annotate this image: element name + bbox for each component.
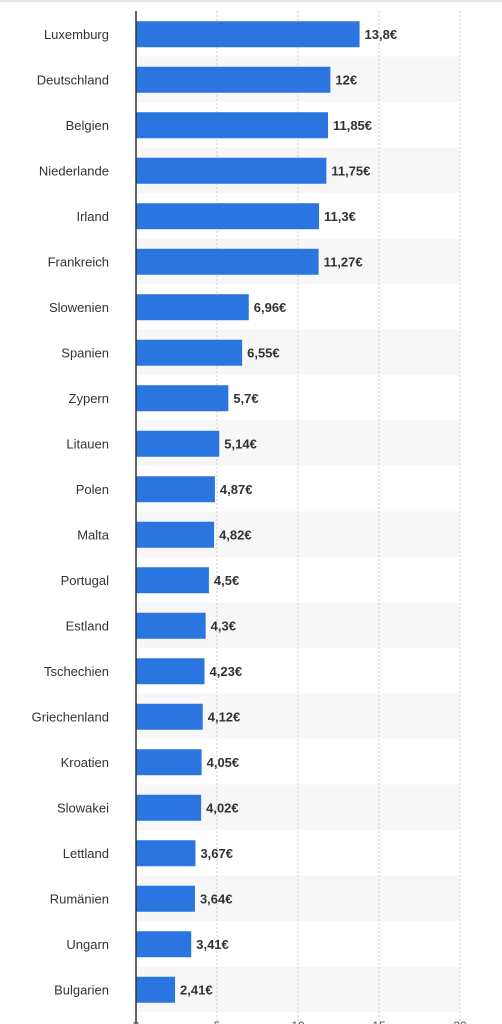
- value-label: 4,23€: [210, 664, 243, 679]
- category-label: Deutschland: [37, 72, 109, 87]
- category-label: Slowenien: [49, 300, 109, 315]
- value-label: 3,41€: [196, 937, 229, 952]
- bar: [136, 749, 202, 776]
- category-label: Niederlande: [39, 163, 109, 178]
- category-label: Kroatien: [61, 755, 109, 770]
- category-label: Portugal: [61, 573, 110, 588]
- bar: [136, 248, 319, 275]
- value-label: 2,41€: [180, 982, 213, 997]
- category-label: Rumänien: [50, 891, 109, 906]
- bar: [136, 430, 220, 457]
- x-tick-label: 0: [133, 1019, 140, 1024]
- bar: [136, 521, 215, 548]
- category-label: Polen: [76, 482, 109, 497]
- bar: [136, 21, 360, 48]
- category-label: Irland: [76, 209, 109, 224]
- category-label: Griechenland: [32, 709, 109, 724]
- category-label: Malta: [77, 527, 110, 542]
- bar: [136, 794, 202, 821]
- value-label: 4,82€: [219, 527, 252, 542]
- category-label: Estland: [66, 618, 109, 633]
- category-label: Zypern: [69, 391, 109, 406]
- value-label: 4,3€: [211, 618, 236, 633]
- value-label: 5,14€: [224, 436, 257, 451]
- bar: [136, 157, 327, 184]
- value-label: 11,75€: [331, 163, 370, 178]
- value-label: 5,7€: [233, 391, 258, 406]
- category-label: Lettland: [63, 846, 109, 861]
- category-label: Ungarn: [66, 937, 109, 952]
- category-label: Slowakei: [57, 800, 109, 815]
- value-label: 11,3€: [324, 209, 356, 224]
- value-label: 4,87€: [220, 482, 253, 497]
- bar: [136, 658, 205, 685]
- bar: [136, 203, 320, 230]
- bar: [136, 612, 206, 639]
- value-label: 4,02€: [206, 800, 239, 815]
- x-tick-label: 5: [214, 1019, 221, 1024]
- value-label: 4,12€: [208, 709, 241, 724]
- category-label: Tschechien: [44, 664, 109, 679]
- bar: [136, 976, 176, 1003]
- bar: [136, 931, 192, 958]
- bar: [136, 66, 331, 93]
- value-label: 12€: [335, 72, 357, 87]
- value-label: 6,55€: [247, 345, 280, 360]
- value-label: 11,85€: [333, 118, 372, 133]
- value-label: 13,8€: [365, 27, 398, 42]
- bar: [136, 385, 229, 412]
- x-tick-label: 15: [372, 1019, 386, 1024]
- value-label: 3,67€: [200, 846, 233, 861]
- category-label: Spanien: [61, 345, 109, 360]
- x-tick-label: 10: [291, 1019, 305, 1024]
- value-label: 3,64€: [200, 891, 233, 906]
- category-label: Belgien: [66, 118, 109, 133]
- value-label: 4,05€: [207, 755, 240, 770]
- value-label: 4,5€: [214, 573, 239, 588]
- bar: [136, 476, 215, 503]
- category-label: Bulgarien: [54, 982, 109, 997]
- bar: [136, 294, 249, 321]
- category-label: Luxemburg: [44, 27, 109, 42]
- bar: [136, 339, 243, 366]
- bar: [136, 112, 328, 139]
- value-label: 6,96€: [254, 300, 287, 315]
- x-tick-label: 20: [453, 1019, 467, 1024]
- category-label: Litauen: [66, 436, 109, 451]
- bar: [136, 885, 195, 912]
- bar: [136, 840, 196, 867]
- category-label: Frankreich: [48, 254, 109, 269]
- value-label: 11,27€: [324, 254, 363, 269]
- bar: [136, 703, 203, 730]
- bar: [136, 567, 209, 594]
